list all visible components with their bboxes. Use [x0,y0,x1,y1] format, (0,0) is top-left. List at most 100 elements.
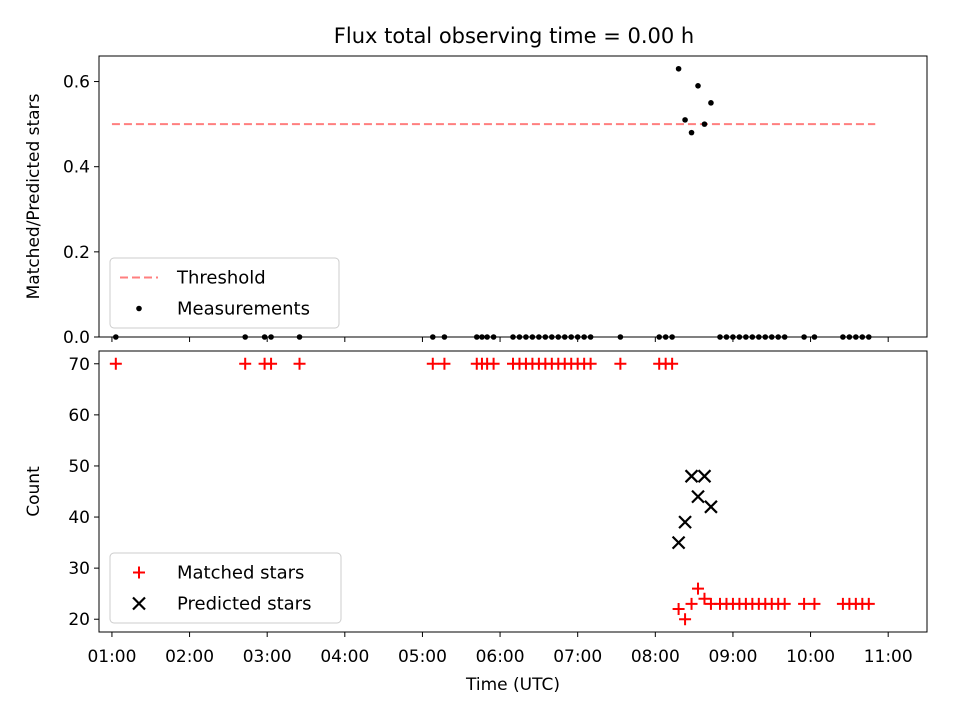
data-point [484,334,490,340]
x-tick-label: 05:00 [398,647,447,667]
data-point [523,334,529,340]
y-tick-label: 50 [68,457,90,477]
data-point [516,334,523,340]
data-point [682,117,688,123]
data-point [265,357,278,370]
data-point [242,334,248,340]
data-point [749,334,756,340]
data-point [695,83,701,89]
legend-box [109,552,342,624]
data-point [697,469,712,483]
data-point [656,334,662,340]
legend-label: Matched stars [177,563,304,584]
legend-label: Threshold [176,268,266,289]
data-point [473,334,480,340]
data-point [587,334,594,340]
x-tick-label: 06:00 [476,647,525,667]
data-point [701,121,708,127]
series-predicted-stars [671,469,718,550]
data-point [762,334,769,340]
data-point [704,500,718,514]
data-point [581,334,587,340]
data-point [865,334,872,340]
data-point [698,592,711,605]
data-point [730,334,736,340]
y-tick-label: 0.0 [63,328,90,348]
data-point [853,334,859,340]
y-axis-label: Count [24,466,44,517]
data-point [723,334,730,340]
legend-swatch [136,305,142,312]
x-tick-label: 04:00 [320,647,369,667]
data-point [614,357,627,370]
y-tick-label: 70 [68,355,90,375]
top-panel: 0.0 0.2 0.4 0.6 Matched/Predicted stars Thres… [24,55,928,348]
data-point [672,603,685,616]
x-tick-label: 01:00 [87,647,136,667]
data-point [296,334,303,340]
data-point [561,334,568,340]
series-matched-stars [109,357,875,626]
data-point [685,597,698,610]
y-tick-label: 0.2 [63,243,90,263]
data-point [859,334,866,340]
data-point [768,334,775,340]
data-point [293,357,306,370]
data-point [798,597,811,610]
data-point [426,357,439,370]
series-measurements [113,65,872,340]
data-point [510,334,516,340]
legend-box [109,257,340,329]
data-point [536,334,542,340]
data-point [743,334,749,340]
data-point [666,357,679,370]
data-point [529,334,536,340]
data-point [617,334,624,340]
x-tick-label: 10:00 [786,647,835,667]
data-point [684,469,699,483]
y-tick-label: 0.6 [63,73,90,93]
data-point [691,489,705,504]
data-point [756,334,762,340]
y-tick-label: 30 [68,559,90,579]
legend-swatch [132,596,146,611]
y-tick-label: 60 [68,406,90,426]
data-point [542,334,549,340]
data-point [801,334,807,340]
data-point [688,129,695,136]
bottom-panel: 20 30 40 50 60 70 01:00 02:00 03:00 04:00 05:00 06:… [24,350,928,695]
data-point [239,357,252,370]
x-tick-label: 02:00 [165,647,214,667]
legend-label: Predicted stars [177,594,311,615]
x-tick-label: 03:00 [243,647,292,667]
legend: Threshold Measurements [109,257,340,329]
data-point [778,597,791,610]
data-point [781,334,788,340]
x-tick-label: 09:00 [708,647,757,667]
data-point [862,597,875,610]
data-point [109,357,122,370]
data-point [671,535,686,550]
data-point [840,334,846,340]
data-point [678,515,692,529]
legend-swatch [133,566,145,579]
data-point [555,334,562,340]
x-tick-label: 08:00 [631,647,680,667]
data-point [441,334,448,340]
y-tick-label: 20 [68,610,90,630]
data-point [679,613,692,626]
data-point [717,334,723,340]
data-point [846,334,853,340]
legend: Matched stars Predicted stars [109,552,342,624]
data-point [568,334,575,340]
data-point [438,357,451,370]
x-tick-label: 11:00 [864,647,913,667]
data-point [429,334,436,340]
data-point [574,334,581,340]
data-point [811,334,818,340]
data-point [669,334,675,340]
data-point [692,582,705,595]
data-point [261,334,268,340]
data-point [736,334,743,340]
